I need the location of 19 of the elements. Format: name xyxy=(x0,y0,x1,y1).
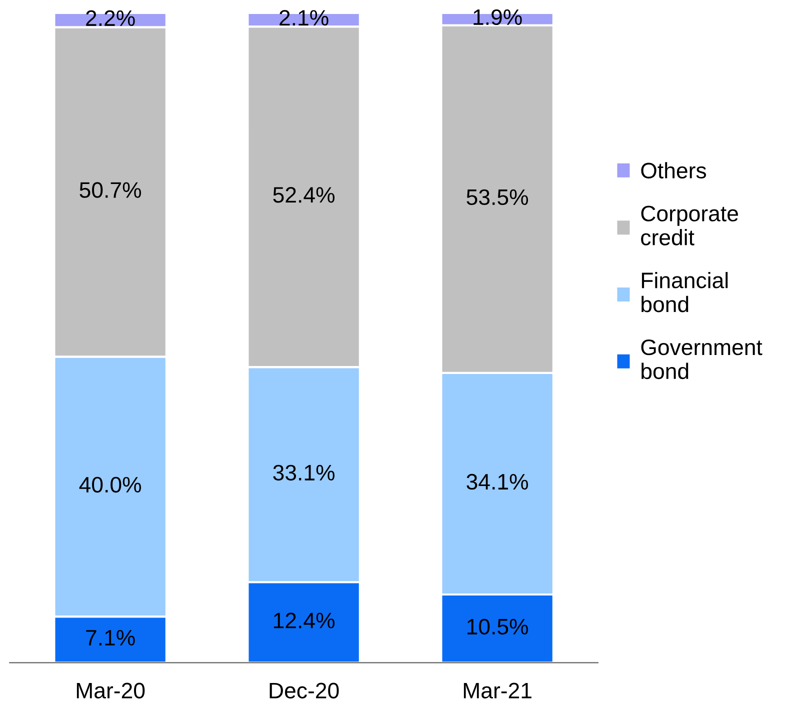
data-label: 12.4% xyxy=(274,612,335,628)
data-label: 34.1% xyxy=(466,474,528,490)
data-label: 2.1% xyxy=(280,10,328,26)
data-label: 52.4% xyxy=(273,187,335,203)
data-label: 40.0% xyxy=(79,476,142,493)
legend-label: Corporate credit xyxy=(641,206,738,246)
data-label: 53.5% xyxy=(466,189,528,206)
x-tick-label: Mar-20 xyxy=(76,682,145,698)
data-label: 2.2% xyxy=(86,10,135,26)
x-tick-label: Mar-21 xyxy=(464,682,532,698)
data-label: 7.1% xyxy=(86,630,135,646)
data-label: 50.7% xyxy=(80,182,142,198)
legend-label: Government bond xyxy=(641,339,762,380)
legend-label: Financial bond xyxy=(642,272,728,312)
legend-label: Others xyxy=(641,162,706,178)
data-label: 1.9% xyxy=(474,9,522,26)
x-tick-label: Dec-20 xyxy=(270,682,339,698)
data-label: 33.1% xyxy=(273,464,335,481)
data-label: 10.5% xyxy=(467,618,528,635)
